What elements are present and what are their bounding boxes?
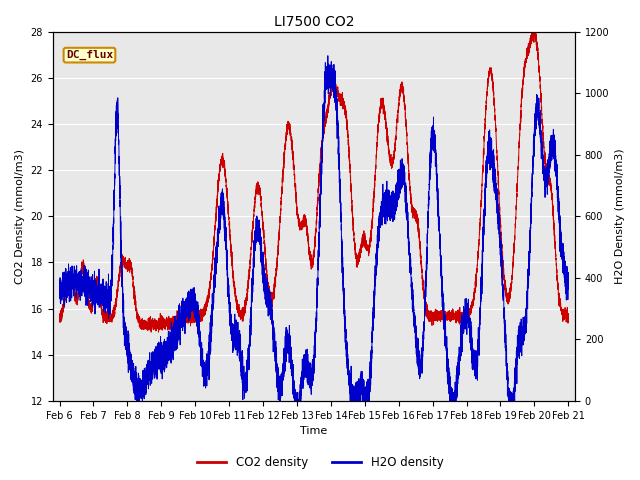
Text: DC_flux: DC_flux — [66, 50, 113, 60]
Legend: CO2 density, H2O density: CO2 density, H2O density — [192, 452, 448, 474]
X-axis label: Time: Time — [300, 426, 328, 436]
Y-axis label: CO2 Density (mmol/m3): CO2 Density (mmol/m3) — [15, 149, 25, 284]
Title: LI7500 CO2: LI7500 CO2 — [274, 15, 354, 29]
Y-axis label: H2O Density (mmol/m3): H2O Density (mmol/m3) — [615, 148, 625, 284]
